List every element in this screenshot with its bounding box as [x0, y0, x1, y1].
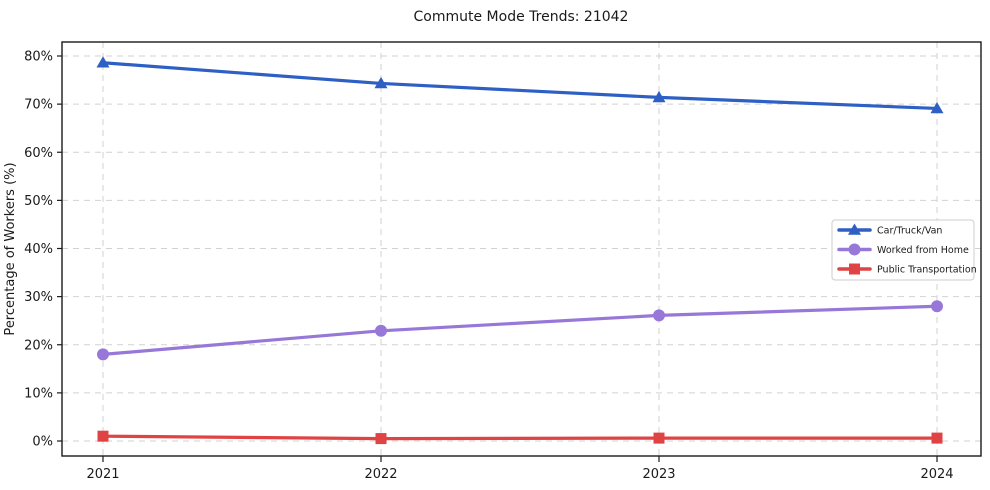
series-marker	[96, 56, 110, 68]
series-marker	[930, 101, 944, 114]
chart-title: Commute Mode Trends: 21042	[414, 9, 629, 25]
y-tick-label: 0%	[32, 435, 53, 450]
series-marker	[652, 90, 666, 103]
axis-layer: 0% 10% 20% 30% 40% 50% 60% 70% 80% 2021 2022 2023 20…	[24, 41, 982, 482]
legend-label: Public Transportation	[877, 264, 977, 275]
x-tick-label: 2023	[642, 467, 675, 482]
legend-label: Car/Truck/Van	[877, 225, 942, 236]
y-tick-label: 10%	[24, 386, 53, 401]
series-layer	[96, 56, 944, 445]
legend-box	[831, 219, 975, 281]
y-tick-label: 50%	[24, 194, 53, 209]
y-tick-label: 70%	[24, 98, 53, 113]
y-axis-label: Percentage of Workers (%)	[3, 162, 18, 335]
legend-sample-marker	[849, 263, 860, 275]
y-tick-label: 30%	[24, 290, 53, 305]
x-tick-label: 2021	[86, 467, 119, 482]
series-marker	[653, 432, 665, 444]
y-tick-label: 40%	[24, 242, 53, 257]
x-tick-label: 2024	[920, 467, 953, 482]
series-marker	[931, 300, 943, 313]
series-marker	[931, 432, 943, 444]
series-line	[101, 61, 939, 111]
series-marker	[374, 76, 388, 89]
legend-sample-marker	[848, 243, 861, 256]
x-tick-label: 2022	[364, 467, 397, 482]
series-marker	[97, 430, 109, 442]
y-tick-label: 80%	[24, 50, 53, 65]
y-tick-label: 60%	[24, 146, 53, 161]
series-line	[101, 434, 939, 441]
legend-label: Worked from Home	[877, 245, 969, 256]
series-marker	[375, 433, 387, 445]
legend-sample-marker	[848, 223, 861, 235]
series-line	[101, 304, 939, 356]
series-marker	[653, 309, 665, 322]
series-marker	[375, 324, 387, 337]
y-tick-label: 20%	[24, 338, 53, 353]
series-marker	[97, 348, 109, 361]
legend-layer: Car/Truck/Van Worked from Home Public Tran…	[831, 219, 977, 281]
